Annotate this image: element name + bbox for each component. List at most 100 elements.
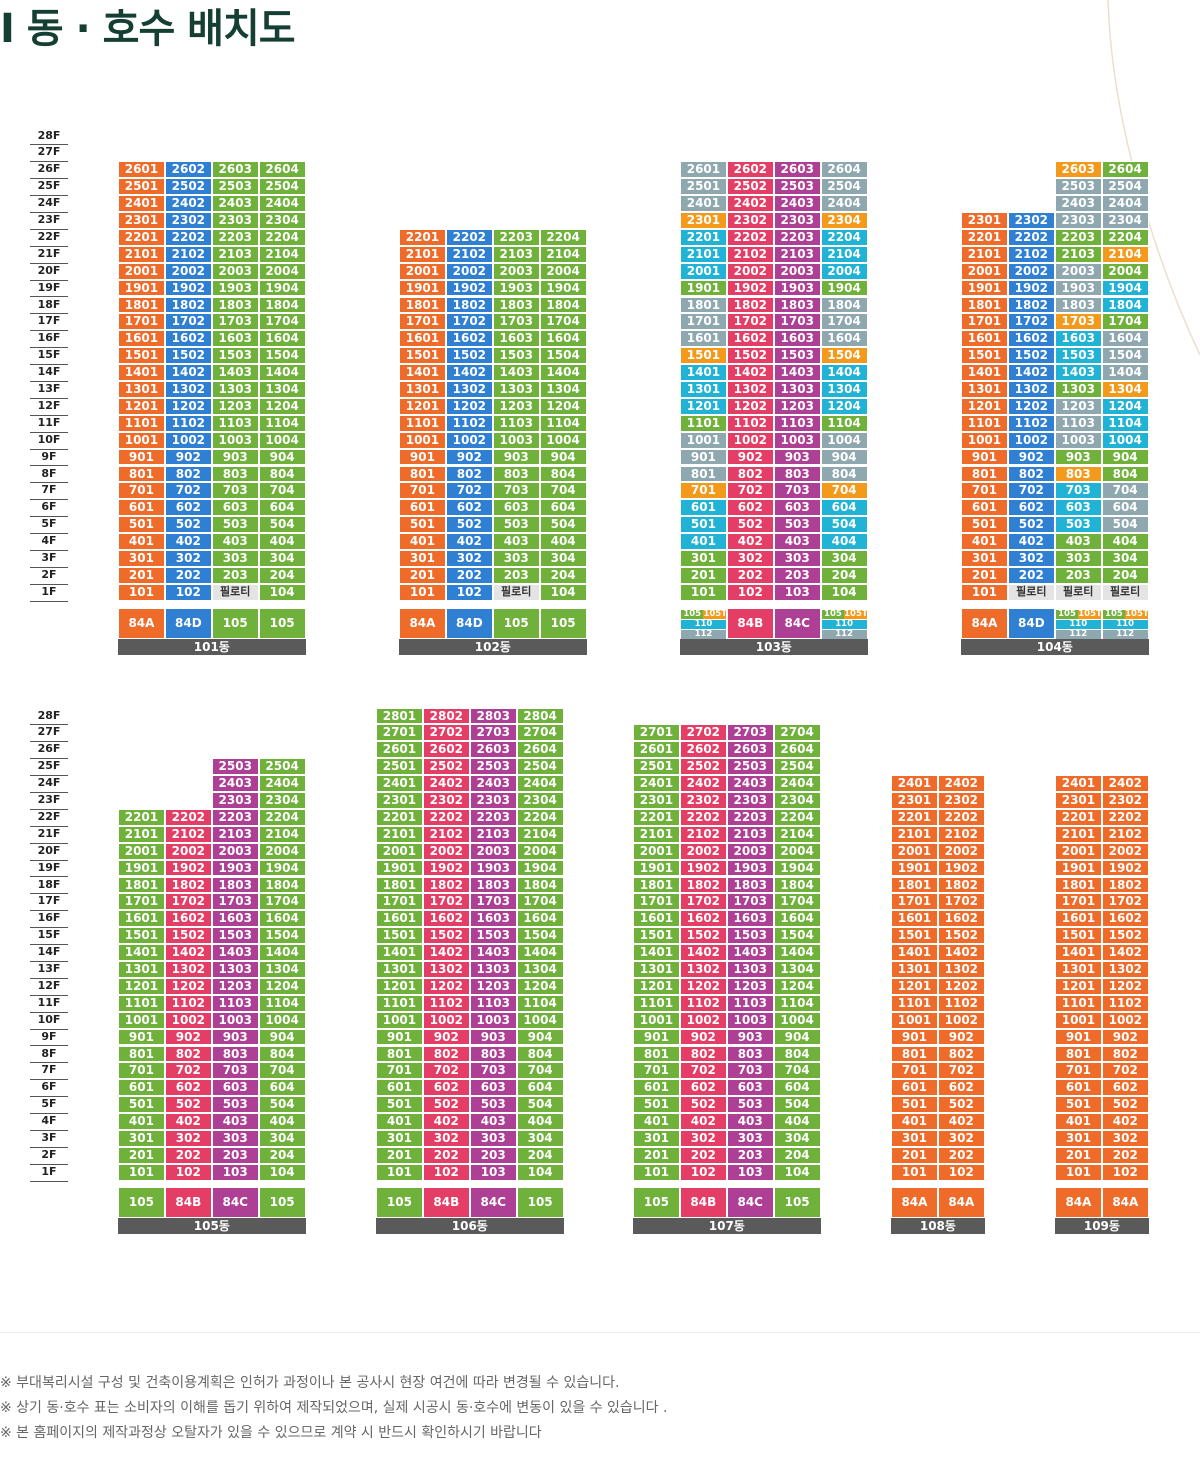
unit-cell[interactable]: 1204 [516, 977, 564, 995]
unit-cell[interactable]: 1602 [1007, 330, 1055, 348]
unit-cell[interactable]: 1604 [258, 330, 306, 348]
unit-cell[interactable]: 1102 [422, 994, 470, 1012]
unit-cell[interactable]: 1104 [539, 414, 587, 432]
unit-cell[interactable]: 1103 [1054, 414, 1102, 432]
unit-cell[interactable]: 1502 [164, 347, 212, 365]
unit-cell[interactable]: 1401 [891, 944, 938, 961]
unit-cell[interactable]: 2404 [773, 775, 821, 792]
unit-cell[interactable]: 2401 [376, 775, 423, 792]
unit-cell[interactable]: 1102 [1101, 994, 1149, 1012]
unit-cell[interactable]: 301 [118, 1130, 165, 1147]
unit-cell[interactable]: 2102 [679, 825, 727, 843]
unit-cell[interactable]: 503 [211, 1096, 259, 1114]
unit-cell[interactable]: 2104 [539, 245, 587, 263]
unit-cell[interactable]: 2103 [1054, 245, 1102, 263]
unit-cell[interactable]: 2304 [820, 212, 868, 229]
unit-cell[interactable]: 1704 [258, 893, 306, 911]
unit-cell[interactable]: 1001 [376, 1011, 423, 1029]
unit-cell[interactable]: 2101 [680, 245, 727, 263]
unit-cell[interactable]: 2303 [211, 212, 259, 229]
unit-cell[interactable]: 1403 [469, 944, 517, 961]
unit-cell[interactable]: 1003 [492, 431, 540, 449]
unit-cell[interactable]: 1702 [937, 893, 985, 911]
unit-cell[interactable]: 2001 [376, 842, 423, 860]
unit-cell[interactable]: 1104 [820, 414, 868, 432]
unit-cell[interactable]: 1201 [399, 397, 446, 415]
unit-cell[interactable]: 1001 [633, 1011, 680, 1029]
unit-cell[interactable]: 2402 [164, 195, 212, 212]
unit-cell[interactable]: 903 [211, 448, 259, 466]
unit-cell[interactable]: 2203 [211, 808, 259, 826]
unit-cell[interactable]: 401 [633, 1113, 680, 1130]
unit-cell[interactable]: 1604 [773, 910, 821, 928]
unit-cell[interactable]: 1304 [258, 961, 306, 978]
unit-cell[interactable]: 1403 [773, 364, 821, 381]
unit-cell[interactable]: 603 [1054, 499, 1102, 517]
unit-cell[interactable]: 304 [539, 550, 587, 567]
unit-cell[interactable]: 1801 [118, 296, 165, 314]
unit-cell[interactable]: 1303 [1054, 381, 1102, 398]
unit-cell[interactable]: 1603 [492, 330, 540, 348]
unit-cell[interactable]: 2203 [1054, 228, 1102, 246]
unit-cell[interactable]: 1304 [539, 381, 587, 398]
unit-cell[interactable]: 602 [937, 1079, 985, 1097]
unit-cell[interactable]: 1101 [633, 994, 680, 1012]
unit-cell[interactable]: 1704 [820, 313, 868, 331]
unit-cell[interactable]: 202 [445, 566, 493, 584]
unit-cell[interactable]: 601 [1055, 1079, 1102, 1097]
unit-cell[interactable]: 2603 [773, 161, 821, 179]
unit-cell[interactable]: 1804 [1101, 296, 1149, 314]
unit-cell[interactable]: 401 [399, 533, 446, 550]
unit-cell[interactable]: 301 [399, 550, 446, 567]
unit-cell[interactable]: 301 [118, 550, 165, 567]
unit-cell[interactable]: 2602 [422, 741, 470, 759]
unit-cell[interactable]: 1101 [891, 994, 938, 1012]
unit-cell[interactable]: 1801 [633, 876, 680, 894]
unit-cell[interactable]: 2101 [961, 245, 1008, 263]
unit-cell[interactable]: 702 [1007, 482, 1055, 500]
unit-cell[interactable]: 1302 [164, 381, 212, 398]
unit-cell[interactable]: 1301 [891, 961, 938, 978]
unit-cell[interactable]: 204 [258, 566, 306, 584]
unit-cell[interactable]: 703 [492, 482, 540, 500]
unit-cell[interactable]: 1301 [680, 381, 727, 398]
unit-cell[interactable]: 1703 [211, 313, 259, 331]
unit-cell[interactable]: 1803 [211, 296, 259, 314]
unit-cell[interactable]: 1102 [937, 994, 985, 1012]
unit-cell[interactable]: 801 [633, 1045, 680, 1063]
unit-cell[interactable]: 1502 [679, 927, 727, 945]
unit-cell[interactable]: 2202 [937, 808, 985, 826]
unit-cell[interactable]: 2603 [211, 161, 259, 179]
unit-cell[interactable]: 2401 [633, 775, 680, 792]
unit-cell[interactable]: 702 [445, 482, 493, 500]
unit-cell[interactable]: 1604 [1101, 330, 1149, 348]
unit-cell[interactable]: 1903 [211, 279, 259, 297]
unit-cell[interactable]: 1201 [376, 977, 423, 995]
unit-cell[interactable]: 1704 [773, 893, 821, 911]
unit-cell[interactable]: 703 [211, 1062, 259, 1080]
unit-cell[interactable]: 1701 [399, 313, 446, 331]
unit-cell[interactable]: 104 [820, 583, 868, 601]
unit-cell[interactable]: 801 [961, 465, 1008, 483]
unit-cell[interactable]: 1801 [680, 296, 727, 314]
unit-cell[interactable]: 1002 [164, 1011, 212, 1029]
unit-cell[interactable]: 101 [376, 1163, 423, 1181]
unit-cell[interactable]: 903 [469, 1028, 517, 1046]
unit-cell[interactable]: 2101 [118, 245, 165, 263]
unit-cell[interactable]: 2302 [164, 212, 212, 229]
unit-cell[interactable]: 1901 [961, 279, 1008, 297]
unit-cell[interactable]: 1601 [118, 910, 165, 928]
unit-cell[interactable]: 704 [516, 1062, 564, 1080]
unit-cell[interactable]: 1904 [258, 859, 306, 877]
unit-cell[interactable]: 501 [399, 516, 446, 534]
unit-cell[interactable]: 1901 [376, 859, 423, 877]
unit-cell[interactable]: 1403 [492, 364, 540, 381]
unit-cell[interactable]: 303 [1054, 550, 1102, 567]
unit-cell[interactable]: 304 [516, 1130, 564, 1147]
unit-cell[interactable]: 1502 [445, 347, 493, 365]
unit-cell[interactable]: 802 [164, 1045, 212, 1063]
unit-cell[interactable]: 1202 [164, 977, 212, 995]
unit-cell[interactable]: 904 [258, 448, 306, 466]
unit-cell[interactable]: 104 [516, 1163, 564, 1181]
unit-cell[interactable]: 101 [961, 583, 1008, 601]
